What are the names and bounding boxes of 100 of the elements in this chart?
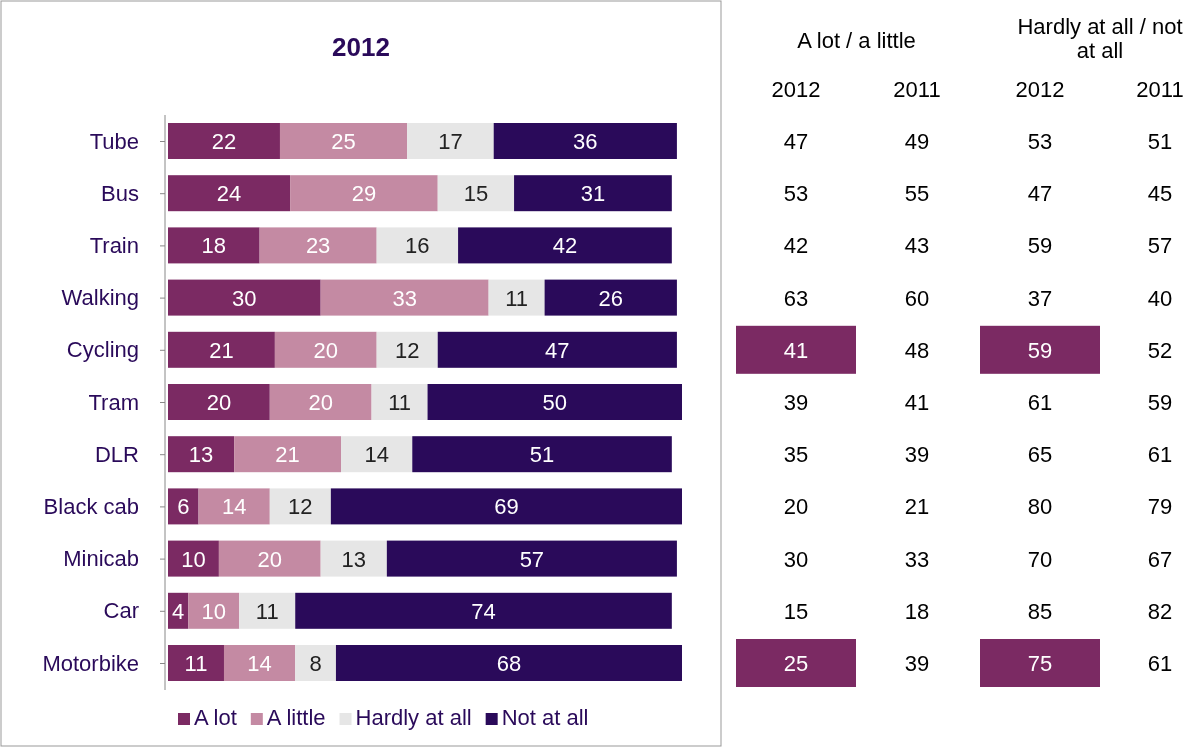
data-label: 17 xyxy=(438,129,463,154)
chart-title: 2012 xyxy=(332,32,390,62)
bar xyxy=(274,331,377,368)
data-label: 10 xyxy=(201,598,227,624)
data-label: 69 xyxy=(494,494,519,520)
data-label: 24 xyxy=(216,181,242,207)
data-label: 49 xyxy=(904,129,930,154)
bar xyxy=(168,384,270,420)
bar xyxy=(320,540,387,577)
y-tick-label: Black cab xyxy=(43,493,139,519)
data-label: 41 xyxy=(783,337,809,363)
data-label: 79 xyxy=(1147,494,1173,520)
data-label: 48 xyxy=(904,337,930,363)
data-label: 63 xyxy=(783,285,809,311)
bar xyxy=(168,488,199,525)
data-label: 47 xyxy=(1027,181,1053,207)
x-tick-label: 2012 xyxy=(771,77,821,102)
bar xyxy=(295,645,336,681)
data-label: 52 xyxy=(1147,337,1173,363)
y-tick-label: Tube xyxy=(89,128,139,154)
bar xyxy=(188,592,240,629)
data-label: 11 xyxy=(505,285,529,311)
y-tick-label: Cycling xyxy=(66,337,139,363)
bar xyxy=(168,279,321,316)
data-label: 4 xyxy=(172,598,185,624)
data-label: 80 xyxy=(1027,494,1053,520)
bar xyxy=(239,592,296,629)
bar xyxy=(544,279,677,316)
data-label: 12 xyxy=(288,494,313,520)
data-label: 20 xyxy=(206,390,232,415)
data-label: 53 xyxy=(783,181,809,207)
bar xyxy=(514,175,672,212)
data-label: 57 xyxy=(519,546,545,572)
data-label: 23 xyxy=(305,233,331,259)
data-label: 10 xyxy=(181,546,206,572)
bar xyxy=(488,279,545,316)
data-label: 59 xyxy=(1027,233,1053,259)
data-label: 12 xyxy=(394,337,420,363)
data-label: 47 xyxy=(545,337,570,363)
data-label: 37 xyxy=(1027,285,1053,311)
data-label: 20 xyxy=(308,390,333,415)
text: A lot / a little xyxy=(797,28,916,53)
data-label: 39 xyxy=(904,442,930,468)
data-label: 70 xyxy=(1027,546,1053,572)
y-tick-label: Tram xyxy=(88,389,139,415)
y-tick-label: DLR xyxy=(94,441,139,467)
bar xyxy=(259,227,377,264)
data-label: 55 xyxy=(904,181,930,207)
data-label: 15 xyxy=(783,598,809,624)
data-label: 50 xyxy=(542,390,568,415)
data-label: 14 xyxy=(364,442,389,468)
data-label: 61 xyxy=(1027,390,1053,415)
data-label: 43 xyxy=(904,233,930,259)
data-label: 21 xyxy=(275,442,300,468)
data-label: 11 xyxy=(388,390,411,415)
data-label: 40 xyxy=(1147,285,1173,311)
bar xyxy=(168,123,280,159)
data-label: 65 xyxy=(1027,442,1053,468)
data-label: 60 xyxy=(904,285,930,311)
data-label: 35 xyxy=(783,442,809,468)
data-label: 42 xyxy=(552,233,578,259)
bar xyxy=(376,331,438,368)
data-label: 14 xyxy=(221,494,247,520)
bar xyxy=(168,540,219,577)
data-label: 30 xyxy=(232,285,257,311)
bar xyxy=(290,175,438,212)
data-label: 11 xyxy=(255,598,279,624)
x-tick-label: 2011 xyxy=(1136,77,1184,102)
bar xyxy=(335,645,682,681)
bar xyxy=(168,227,260,264)
y-tick-label: Bus xyxy=(101,180,139,206)
data-label: 67 xyxy=(1147,546,1173,572)
bar xyxy=(198,488,270,525)
data-label: 25 xyxy=(783,651,809,676)
data-label: 33 xyxy=(904,546,930,572)
x-tick-label: 2011 xyxy=(893,77,941,102)
data-label: 53 xyxy=(1027,129,1053,154)
bar xyxy=(168,175,291,212)
bar xyxy=(168,331,275,368)
data-label: 15 xyxy=(463,181,489,207)
bar xyxy=(234,436,342,473)
bar xyxy=(218,540,321,577)
bar xyxy=(223,645,296,681)
bar xyxy=(279,123,408,159)
data-label: 85 xyxy=(1027,598,1053,624)
data-label: 26 xyxy=(598,285,623,311)
data-label: 51 xyxy=(529,442,555,468)
legend-label: Not at all xyxy=(501,705,589,730)
bar xyxy=(168,436,235,473)
bar xyxy=(341,436,413,473)
bar xyxy=(407,123,494,159)
data-label: 74 xyxy=(471,598,496,624)
data-label: 14 xyxy=(247,651,272,676)
data-label: 13 xyxy=(341,546,366,572)
bar xyxy=(427,384,682,420)
data-label: 20 xyxy=(313,337,338,363)
bar xyxy=(412,436,672,473)
bar xyxy=(168,645,224,681)
data-label: 29 xyxy=(351,181,377,207)
legend-label: Hardly at all xyxy=(355,705,472,730)
